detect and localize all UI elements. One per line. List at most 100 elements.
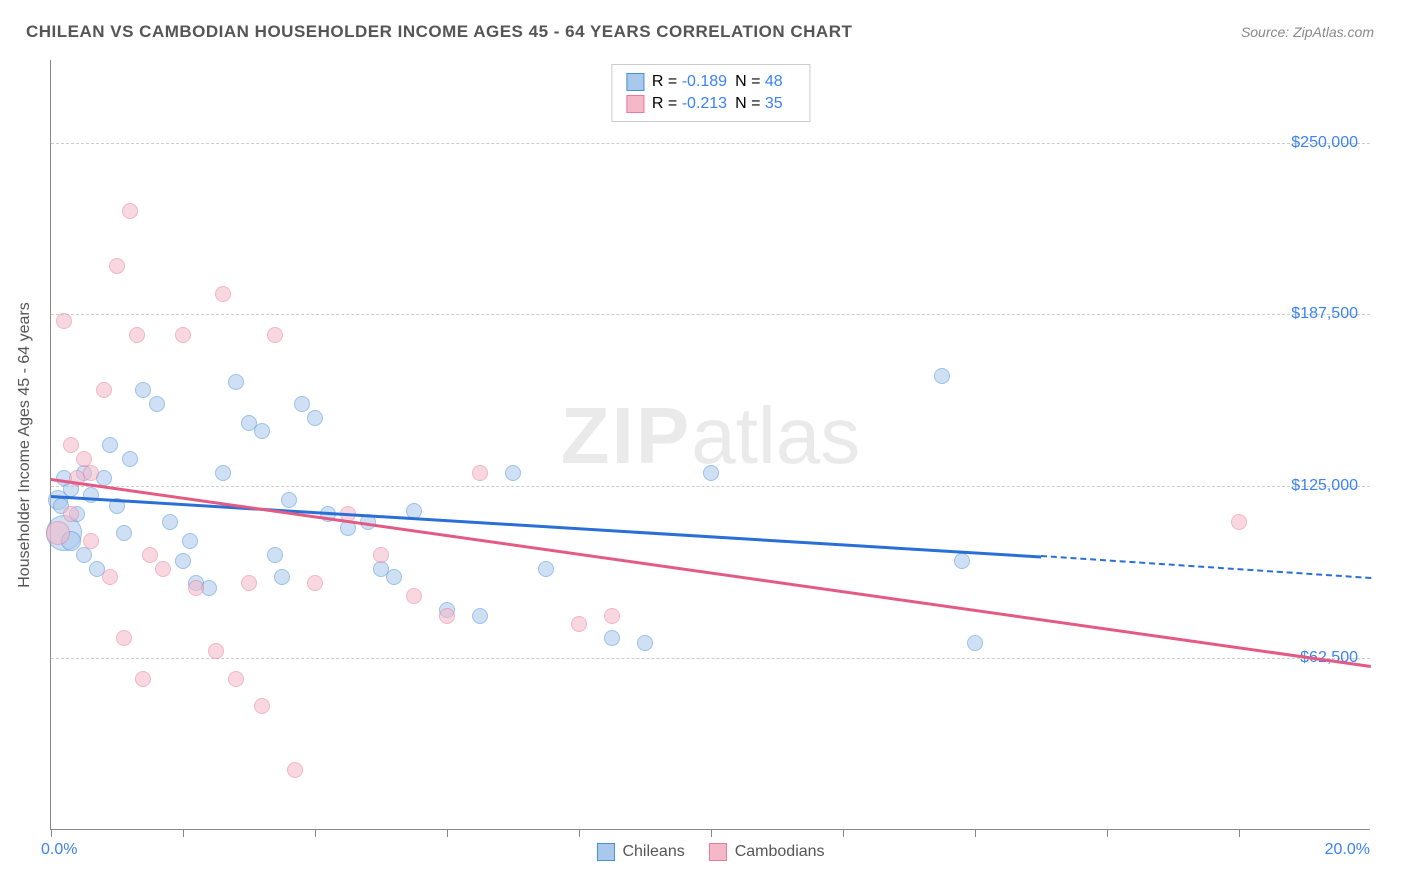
scatter-point (267, 547, 283, 563)
scatter-point (472, 465, 488, 481)
scatter-point (228, 374, 244, 390)
x-axis-min-label: 0.0% (41, 841, 77, 859)
legend-swatch (596, 843, 614, 861)
scatter-point (281, 492, 297, 508)
scatter-point (116, 525, 132, 541)
scatter-point (274, 569, 290, 585)
scatter-point (83, 465, 99, 481)
scatter-point (102, 437, 118, 453)
legend-n-label: N = 48 (735, 73, 795, 91)
scatter-point (175, 553, 191, 569)
legend-swatch (626, 95, 644, 113)
x-tick (579, 829, 580, 837)
scatter-point (116, 630, 132, 646)
scatter-point (228, 671, 244, 687)
scatter-point (149, 396, 165, 412)
trend-line (51, 478, 1371, 667)
scatter-point (135, 382, 151, 398)
scatter-point (254, 423, 270, 439)
x-tick (183, 829, 184, 837)
scatter-point (571, 616, 587, 632)
x-tick (51, 829, 52, 837)
legend-series-name: Chileans (622, 843, 684, 861)
legend-swatch (626, 73, 644, 91)
scatter-point (703, 465, 719, 481)
scatter-point (439, 608, 455, 624)
gridline (51, 658, 1370, 659)
scatter-point (76, 547, 92, 563)
scatter-point (538, 561, 554, 577)
x-tick (447, 829, 448, 837)
x-tick (1239, 829, 1240, 837)
scatter-point (505, 465, 521, 481)
legend-row: R = -0.213 N = 35 (626, 93, 795, 115)
gridline (51, 486, 1370, 487)
scatter-point (386, 569, 402, 585)
scatter-point (307, 410, 323, 426)
x-tick (843, 829, 844, 837)
scatter-point (254, 698, 270, 714)
scatter-point (83, 533, 99, 549)
y-tick-label: $187,500 (1291, 305, 1358, 323)
y-tick-label: $250,000 (1291, 134, 1358, 152)
y-tick-label: $125,000 (1291, 477, 1358, 495)
scatter-point (267, 327, 283, 343)
scatter-point (155, 561, 171, 577)
scatter-point (142, 547, 158, 563)
series-legend: Chileans Cambodians (596, 843, 824, 861)
legend-r-label: R = -0.189 (652, 73, 727, 91)
scatter-point (294, 396, 310, 412)
x-tick (1107, 829, 1108, 837)
watermark-bold: ZIP (561, 390, 691, 479)
scatter-point (46, 521, 70, 545)
scatter-point (287, 762, 303, 778)
scatter-point (604, 630, 620, 646)
chart-title: CHILEAN VS CAMBODIAN HOUSEHOLDER INCOME … (26, 22, 852, 42)
scatter-point (188, 580, 204, 596)
gridline (51, 314, 1370, 315)
scatter-point (63, 437, 79, 453)
scatter-point (109, 258, 125, 274)
scatter-point (135, 671, 151, 687)
legend-row: R = -0.189 N = 48 (626, 71, 795, 93)
scatter-point (637, 635, 653, 651)
scatter-point (175, 327, 191, 343)
correlation-legend: R = -0.189 N = 48 R = -0.213 N = 35 (611, 64, 810, 122)
plot-area: Householder Income Ages 45 - 64 years ZI… (50, 60, 1370, 830)
scatter-point (63, 506, 79, 522)
scatter-point (954, 553, 970, 569)
scatter-point (56, 313, 72, 329)
scatter-point (208, 643, 224, 659)
legend-r-label: R = -0.213 (652, 95, 727, 113)
scatter-point (122, 203, 138, 219)
scatter-point (122, 451, 138, 467)
trend-line (1041, 555, 1371, 579)
legend-item: Chileans (596, 843, 684, 861)
scatter-point (162, 514, 178, 530)
scatter-point (373, 547, 389, 563)
gridline (51, 143, 1370, 144)
scatter-point (934, 368, 950, 384)
source-attribution: Source: ZipAtlas.com (1241, 24, 1374, 40)
scatter-point (472, 608, 488, 624)
legend-item: Cambodians (709, 843, 825, 861)
scatter-point (1231, 514, 1247, 530)
scatter-point (307, 575, 323, 591)
x-tick (975, 829, 976, 837)
scatter-point (967, 635, 983, 651)
scatter-point (182, 533, 198, 549)
scatter-point (215, 286, 231, 302)
scatter-point (215, 465, 231, 481)
x-axis-max-label: 20.0% (1325, 841, 1370, 859)
scatter-point (406, 588, 422, 604)
x-tick (711, 829, 712, 837)
legend-n-label: N = 35 (735, 95, 795, 113)
scatter-point (102, 569, 118, 585)
scatter-point (129, 327, 145, 343)
y-axis-title: Householder Income Ages 45 - 64 years (16, 302, 34, 588)
scatter-point (604, 608, 620, 624)
legend-series-name: Cambodians (735, 843, 825, 861)
x-tick (315, 829, 316, 837)
scatter-point (96, 382, 112, 398)
legend-swatch (709, 843, 727, 861)
